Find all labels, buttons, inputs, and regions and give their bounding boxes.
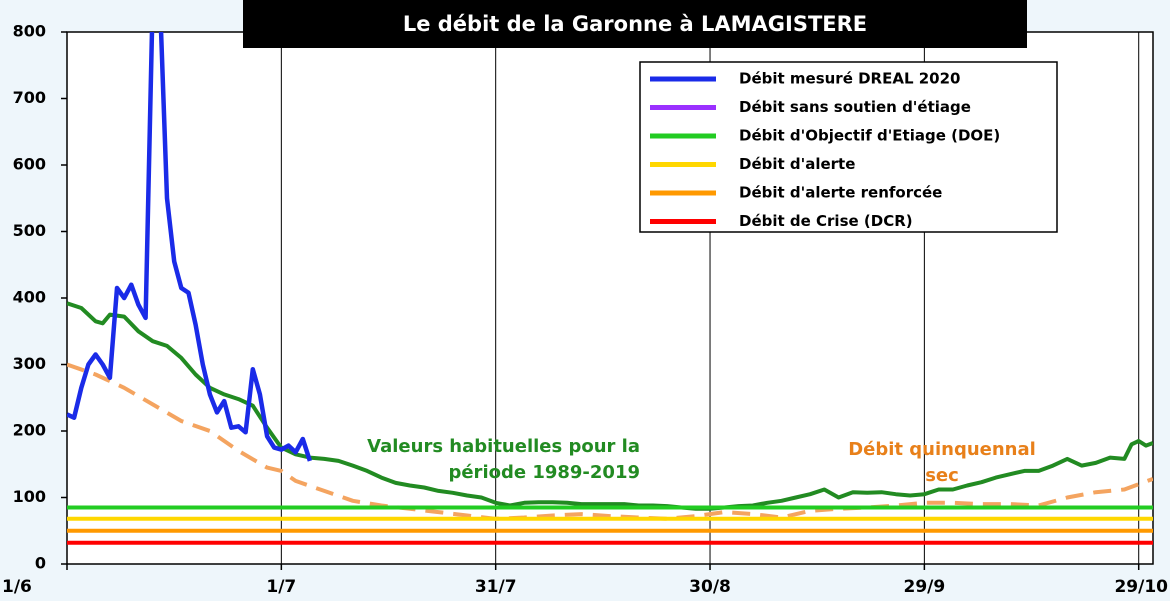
annotation: Valeurs habituelles pour la (367, 436, 640, 457)
y-tick-label: 200 (13, 421, 46, 440)
y-tick-label: 600 (13, 155, 46, 174)
data-line (67, 362, 1153, 521)
plot-content (67, 32, 1153, 564)
data-line (67, 301, 1153, 511)
x-tick-label: 29/10 (1114, 577, 1168, 597)
data-line (67, 32, 313, 462)
legend-label: Débit de Crise (DCR) (739, 212, 913, 230)
legend-label: Débit d'Objectif d'Etiage (DOE) (739, 127, 1000, 145)
legend-label: Débit mesuré DREAL 2020 (739, 70, 960, 88)
x-tick-label: 30/8 (689, 577, 731, 597)
y-tick-label: 800 (13, 22, 46, 41)
y-tick-label: 500 (13, 221, 46, 240)
chart-title: Le débit de la Garonne à LAMAGISTERE (403, 12, 867, 36)
legend-label: Débit d'alerte (739, 155, 855, 173)
title-box (243, 0, 1027, 48)
annotation: sec (925, 465, 959, 486)
y-tick-label: 700 (13, 88, 46, 107)
y-tick-label: 300 (13, 354, 46, 373)
x-tick-label: 1/7 (266, 577, 296, 597)
legend-box (639, 61, 1058, 233)
x-tick-label: 29/9 (904, 577, 946, 597)
annotation: période 1989-2019 (448, 462, 640, 483)
x-tick-label: 1/6 (2, 577, 32, 597)
y-tick-label: 0 (35, 554, 46, 573)
annotation: Débit quinquennal (848, 439, 1036, 460)
x-tick-label: 31/7 (475, 577, 517, 597)
legend-label: Débit sans soutien d'étiage (739, 98, 971, 116)
legend-label: Débit d'alerte renforcée (739, 184, 942, 202)
y-tick-label: 400 (13, 288, 46, 307)
y-tick-label: 100 (13, 487, 46, 506)
